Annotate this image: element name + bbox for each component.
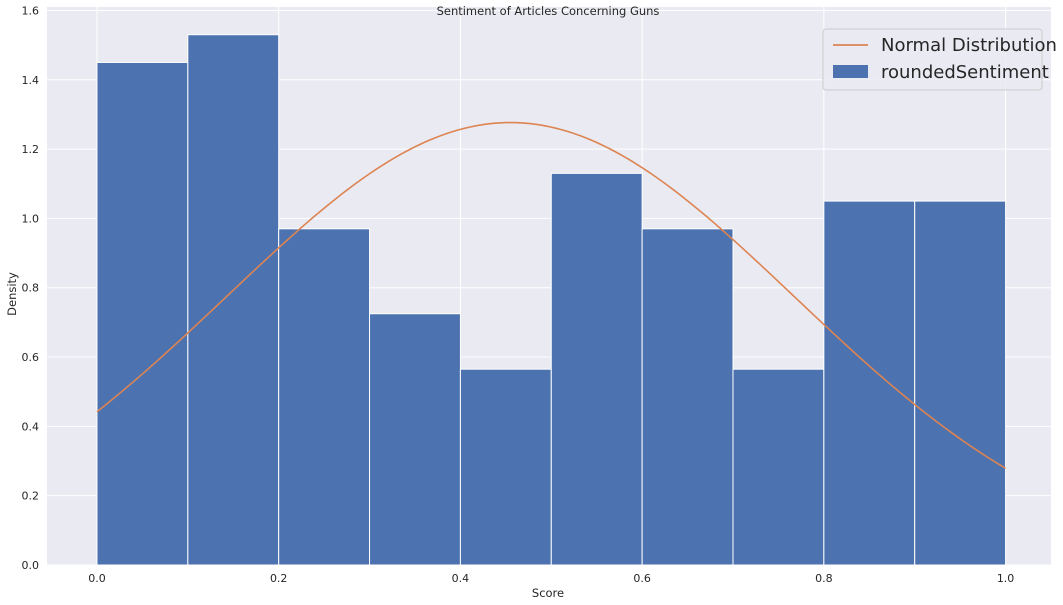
x-axis-label: Score xyxy=(532,586,564,600)
histogram-bars xyxy=(96,34,1007,566)
x-tick-label-4: 0.8 xyxy=(815,572,833,585)
x-tick-label-1: 0.2 xyxy=(270,572,288,585)
y-tick-label-5: 1.0 xyxy=(22,212,40,225)
histogram-bar-0 xyxy=(96,61,189,566)
y-tick-label-8: 1.6 xyxy=(22,4,40,17)
histogram-bar-3 xyxy=(369,313,461,566)
histogram-bar-6 xyxy=(641,228,734,566)
y-tick-label-0: 0.0 xyxy=(22,559,40,572)
histogram-bar-8 xyxy=(823,200,916,566)
y-tick-label-3: 0.6 xyxy=(22,351,40,364)
histogram-bar-1 xyxy=(187,34,280,566)
legend-label-histogram: roundedSentiment xyxy=(881,62,1049,83)
histogram-bar-5 xyxy=(550,172,643,566)
chart-title: Sentiment of Articles Concerning Guns xyxy=(437,4,660,18)
y-tick-label-7: 1.4 xyxy=(22,74,40,87)
y-tick-label-6: 1.2 xyxy=(22,143,40,156)
y-axis-label: Density xyxy=(5,272,19,316)
normal-distribution-curve xyxy=(96,121,1006,469)
histogram-bar-4 xyxy=(459,368,552,566)
x-tick-label-2: 0.4 xyxy=(452,572,470,585)
histogram-bar-2 xyxy=(278,228,371,566)
x-ticks: 0.0 0.2 0.4 0.6 0.8 1.0 xyxy=(88,572,1014,585)
legend-bar-swatch xyxy=(833,65,868,78)
y-tick-label-1: 0.2 xyxy=(22,490,40,503)
legend-label-normal: Normal Distribution xyxy=(881,35,1057,56)
y-tick-label-2: 0.4 xyxy=(22,420,40,433)
x-tick-label-5: 1.0 xyxy=(997,572,1015,585)
y-tick-label-4: 0.8 xyxy=(22,282,40,295)
histogram-bar-9 xyxy=(914,200,1007,566)
legend: Normal Distribution roundedSentiment xyxy=(822,28,1057,91)
y-ticks: 0.0 0.2 0.4 0.6 0.8 1.0 1.2 1.4 1.6 xyxy=(22,4,40,572)
histogram-bar-7 xyxy=(732,368,825,566)
legend-box xyxy=(822,28,1043,91)
x-tick-label-0: 0.0 xyxy=(88,572,106,585)
x-tick-label-3: 0.6 xyxy=(633,572,651,585)
